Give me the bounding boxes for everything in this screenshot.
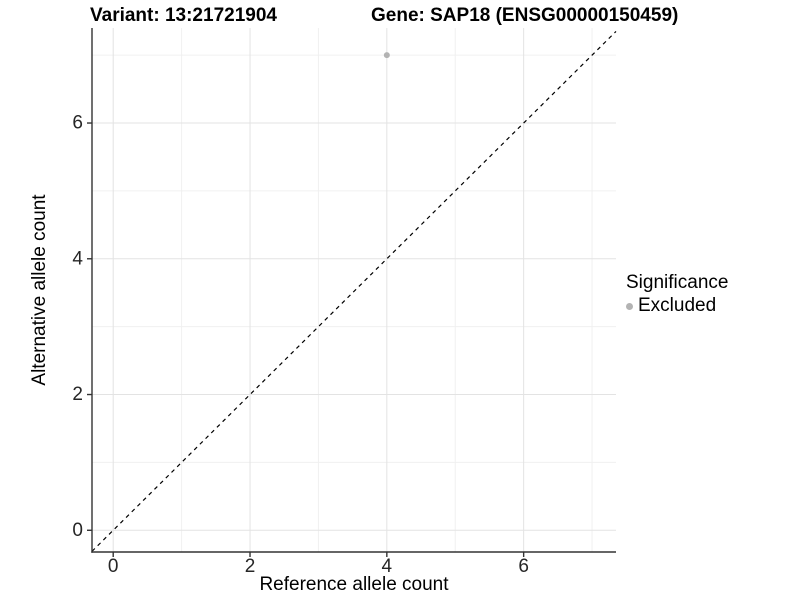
x-tick-label: 6 — [518, 556, 529, 577]
x-tick-label: 2 — [245, 556, 256, 577]
y-tick-label: 2 — [72, 384, 83, 405]
y-tick-label: 6 — [72, 113, 83, 134]
legend-point-swatch — [626, 302, 633, 310]
data-point — [383, 52, 390, 59]
legend-item-excluded: Excluded — [626, 295, 728, 317]
plot-title-variant: Variant: 13:21721904 — [90, 5, 277, 26]
legend-title: Significance — [626, 272, 729, 293]
identity-dashed-line — [91, 30, 617, 552]
x-tick-label: 4 — [382, 556, 393, 577]
x-axis-label: Reference allele count — [259, 574, 449, 595]
y-axis-label: Alternative allele count — [29, 194, 50, 386]
legend-item-label: Excluded — [638, 295, 717, 316]
y-tick-label: 0 — [72, 520, 83, 541]
plot-title-gene: Gene: SAP18 (ENSG00000150459) — [371, 5, 679, 26]
y-tick-label: 4 — [72, 248, 83, 269]
legend: Significance Excluded — [626, 272, 728, 317]
x-tick-label: 0 — [108, 556, 119, 577]
